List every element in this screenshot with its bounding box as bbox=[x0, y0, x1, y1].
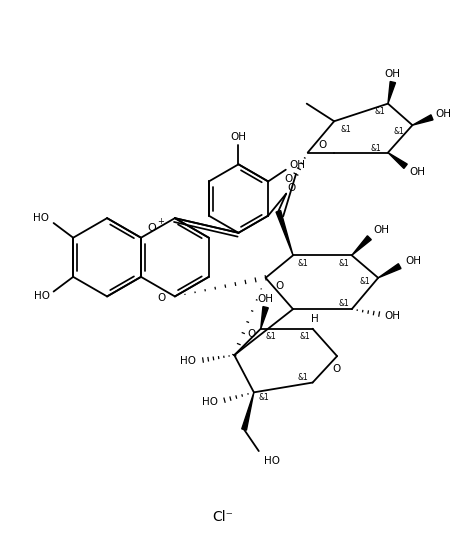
Polygon shape bbox=[276, 210, 292, 255]
Text: HO: HO bbox=[33, 213, 49, 223]
Text: &1: &1 bbox=[297, 373, 308, 382]
Polygon shape bbox=[241, 392, 253, 430]
Text: OH: OH bbox=[384, 311, 400, 321]
Polygon shape bbox=[411, 115, 432, 125]
Text: HO: HO bbox=[202, 397, 217, 407]
Text: &1: &1 bbox=[338, 299, 349, 308]
Polygon shape bbox=[387, 153, 406, 168]
Polygon shape bbox=[351, 236, 370, 255]
Text: HO: HO bbox=[180, 356, 196, 366]
Text: OH: OH bbox=[435, 109, 451, 120]
Text: O: O bbox=[318, 140, 326, 150]
Text: &1: &1 bbox=[340, 124, 350, 134]
Text: OH: OH bbox=[289, 160, 305, 170]
Text: &1: &1 bbox=[338, 259, 349, 268]
Text: HO: HO bbox=[34, 292, 50, 301]
Text: H: H bbox=[310, 314, 318, 324]
Text: O: O bbox=[147, 223, 156, 233]
Text: OH: OH bbox=[384, 69, 400, 80]
Text: O: O bbox=[247, 329, 255, 339]
Text: +: + bbox=[157, 216, 164, 226]
Text: O: O bbox=[283, 174, 292, 184]
Text: O: O bbox=[156, 293, 165, 304]
Text: &1: &1 bbox=[265, 332, 275, 341]
Polygon shape bbox=[260, 307, 268, 329]
Text: &1: &1 bbox=[299, 332, 309, 341]
Text: O: O bbox=[286, 183, 295, 193]
Text: O: O bbox=[332, 364, 340, 374]
Text: &1: &1 bbox=[370, 144, 381, 153]
Polygon shape bbox=[377, 263, 400, 278]
Text: &1: &1 bbox=[358, 277, 369, 286]
Polygon shape bbox=[387, 82, 395, 104]
Text: &1: &1 bbox=[374, 107, 385, 116]
Text: HO: HO bbox=[263, 456, 279, 466]
Text: OH: OH bbox=[405, 256, 420, 266]
Text: Cl⁻: Cl⁻ bbox=[212, 510, 233, 524]
Text: OH: OH bbox=[257, 294, 273, 305]
Text: OH: OH bbox=[409, 167, 424, 177]
Text: &1: &1 bbox=[258, 393, 268, 402]
Text: &1: &1 bbox=[392, 127, 403, 136]
Text: &1: &1 bbox=[297, 259, 308, 268]
Text: OH: OH bbox=[230, 132, 246, 142]
Text: OH: OH bbox=[372, 225, 388, 235]
Text: O: O bbox=[275, 281, 283, 291]
